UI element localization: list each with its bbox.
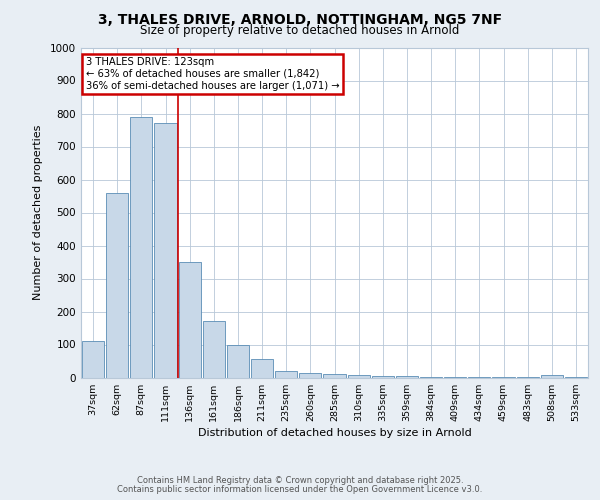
Y-axis label: Number of detached properties: Number of detached properties: [33, 125, 43, 300]
Bar: [493, 377, 515, 378]
Bar: [541, 375, 563, 378]
Bar: [347, 375, 370, 378]
Bar: [420, 376, 442, 378]
Bar: [396, 376, 418, 378]
Bar: [179, 262, 201, 378]
Bar: [227, 344, 249, 378]
Bar: [154, 124, 176, 378]
Bar: [130, 117, 152, 378]
Bar: [565, 377, 587, 378]
Bar: [106, 192, 128, 378]
Text: Contains public sector information licensed under the Open Government Licence v3: Contains public sector information licen…: [118, 485, 482, 494]
Bar: [299, 372, 322, 378]
Bar: [251, 360, 273, 378]
X-axis label: Distribution of detached houses by size in Arnold: Distribution of detached houses by size …: [197, 428, 472, 438]
Bar: [275, 371, 298, 378]
Bar: [323, 374, 346, 378]
Text: Contains HM Land Registry data © Crown copyright and database right 2025.: Contains HM Land Registry data © Crown c…: [137, 476, 463, 485]
Bar: [203, 322, 225, 378]
Bar: [82, 341, 104, 378]
Bar: [468, 377, 490, 378]
Bar: [517, 377, 539, 378]
Text: 3 THALES DRIVE: 123sqm
← 63% of detached houses are smaller (1,842)
36% of semi-: 3 THALES DRIVE: 123sqm ← 63% of detached…: [86, 58, 340, 90]
Bar: [371, 376, 394, 378]
Text: Size of property relative to detached houses in Arnold: Size of property relative to detached ho…: [140, 24, 460, 37]
Text: 3, THALES DRIVE, ARNOLD, NOTTINGHAM, NG5 7NF: 3, THALES DRIVE, ARNOLD, NOTTINGHAM, NG5…: [98, 12, 502, 26]
Bar: [444, 376, 466, 378]
